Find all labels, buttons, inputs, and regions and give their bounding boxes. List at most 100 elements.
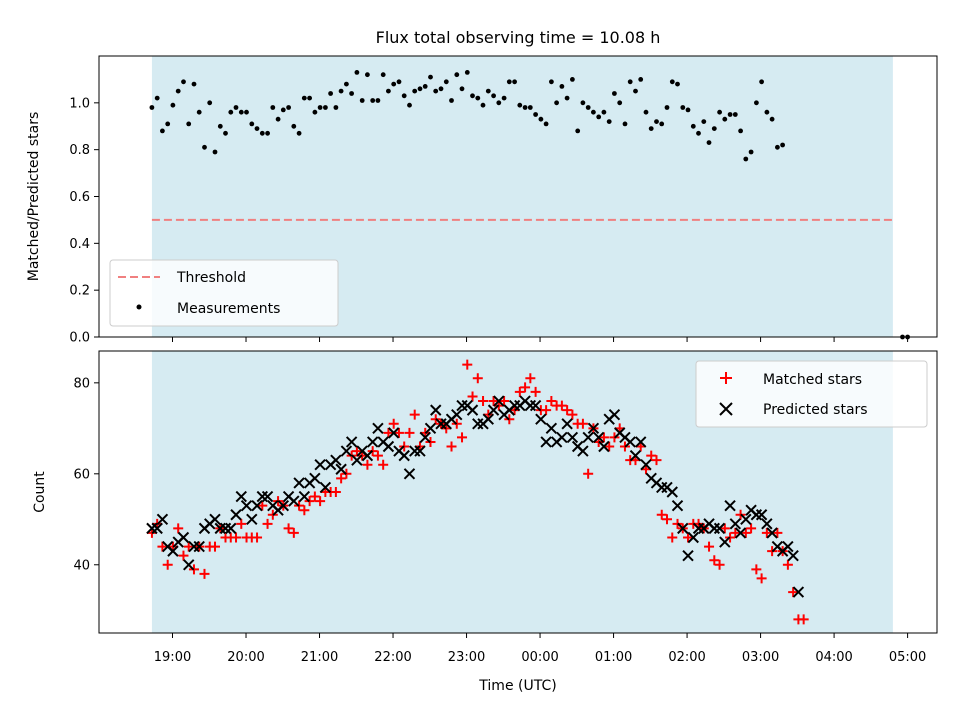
predicted-star-marker xyxy=(740,513,752,525)
matched-star-marker xyxy=(756,573,767,584)
predicted-star-marker xyxy=(545,422,558,435)
x-tick-label: 05:00 xyxy=(889,650,926,665)
measurement-point xyxy=(506,79,512,85)
matched-star-marker xyxy=(525,373,536,384)
predicted-star-marker xyxy=(309,472,321,485)
predicted-star-marker xyxy=(582,431,594,444)
predicted-star-marker xyxy=(419,431,431,444)
measurement-point xyxy=(301,95,307,101)
measurement-point xyxy=(680,105,686,110)
matched-star-marker xyxy=(562,405,573,416)
predicted-star-marker xyxy=(556,431,568,444)
measurement-point xyxy=(186,121,192,127)
measurement-point xyxy=(596,114,602,120)
predicted-star-marker xyxy=(225,522,237,535)
predicted-star-marker xyxy=(466,404,479,416)
predicted-star-marker xyxy=(577,445,589,457)
measurement-point xyxy=(291,123,297,129)
matched-star-marker xyxy=(478,396,489,407)
cross-marker-icon xyxy=(719,402,733,416)
predicted-star-marker xyxy=(529,399,542,412)
measurement-point xyxy=(696,130,701,136)
predicted-star-marker xyxy=(183,559,195,571)
measurement-point xyxy=(349,91,354,96)
matched-star-marker xyxy=(556,400,567,411)
matched-star-marker xyxy=(362,459,373,470)
measurement-point xyxy=(549,79,554,85)
measurement-point xyxy=(464,70,470,75)
predicted-star-marker xyxy=(451,408,463,421)
predicted-star-marker xyxy=(351,454,363,466)
measurement-point xyxy=(612,91,617,96)
predicted-star-marker xyxy=(345,436,358,448)
legend-measurements-label: Measurements xyxy=(177,301,280,317)
predicted-star-marker xyxy=(566,431,579,444)
predicted-star-marker xyxy=(687,531,699,544)
measurement-point xyxy=(328,91,333,96)
predicted-star-marker xyxy=(230,509,242,521)
measurement-point xyxy=(401,93,407,99)
matched-star-marker xyxy=(257,500,268,511)
measurement-point xyxy=(165,121,171,127)
measurement-point xyxy=(496,100,502,106)
matched-star-marker xyxy=(157,541,168,552)
matched-star-marker xyxy=(514,386,525,397)
matched-star-marker xyxy=(252,532,263,543)
predicted-star-marker xyxy=(330,454,342,466)
predicted-star-marker xyxy=(277,499,290,512)
measurement-point xyxy=(659,121,665,127)
legend-predicted-swatch xyxy=(719,402,733,416)
x-tick-label: 04:00 xyxy=(815,650,852,665)
ratio-y-axis-label: Matched/Predicted stars xyxy=(26,112,42,282)
measurement-point xyxy=(543,121,549,127)
predicted-star-marker xyxy=(430,404,442,416)
predicted-star-marker xyxy=(682,549,694,562)
ratio-x-ticks xyxy=(172,337,909,342)
measurement-point xyxy=(228,109,234,115)
measurement-point xyxy=(233,105,239,110)
predicted-star-marker xyxy=(787,549,799,562)
measurement-point xyxy=(170,102,176,108)
matched-star-marker xyxy=(719,523,730,534)
predicted-star-marker xyxy=(366,436,379,448)
measurement-point xyxy=(238,109,244,115)
measurement-point xyxy=(732,112,738,117)
x-tick-label: 02:00 xyxy=(668,650,705,665)
measurement-point xyxy=(270,105,276,110)
matched-star-marker xyxy=(404,427,415,438)
measurement-point xyxy=(743,156,749,162)
predicted-star-marker xyxy=(724,499,736,512)
predicted-star-marker xyxy=(734,527,747,539)
legend-matched-label: Matched stars xyxy=(763,372,862,388)
measurement-point xyxy=(249,121,255,127)
matched-star-marker xyxy=(372,450,383,461)
legend-measurement-swatch xyxy=(136,304,142,310)
matched-star-marker xyxy=(488,396,499,407)
measurement-point xyxy=(759,79,764,85)
measurement-point xyxy=(449,98,454,103)
matched-star-marker xyxy=(462,359,473,370)
x-tick-label: 01:00 xyxy=(595,650,632,665)
measurement-point xyxy=(764,109,770,115)
measurement-point xyxy=(622,121,628,127)
measurement-point xyxy=(701,119,707,124)
matched-star-marker xyxy=(336,473,347,484)
predicted-star-marker xyxy=(761,518,773,530)
matched-star-marker xyxy=(236,518,247,529)
matched-star-marker xyxy=(173,523,184,534)
measurement-point xyxy=(769,116,775,122)
matched-star-marker xyxy=(309,491,320,502)
measurement-point xyxy=(538,116,544,122)
measurement-point xyxy=(559,84,565,89)
y-tick-label: 1.0 xyxy=(69,96,90,111)
matched-star-marker xyxy=(162,559,173,570)
plus-marker-icon xyxy=(720,372,732,384)
predicted-star-marker xyxy=(624,436,636,448)
measurement-point xyxy=(417,86,423,92)
predicted-star-marker xyxy=(482,413,495,425)
ratio-legend: Threshold Measurements xyxy=(109,259,339,327)
predicted-star-marker xyxy=(151,522,163,535)
matched-star-marker xyxy=(467,391,478,402)
y-tick-label: 0.2 xyxy=(69,284,90,299)
